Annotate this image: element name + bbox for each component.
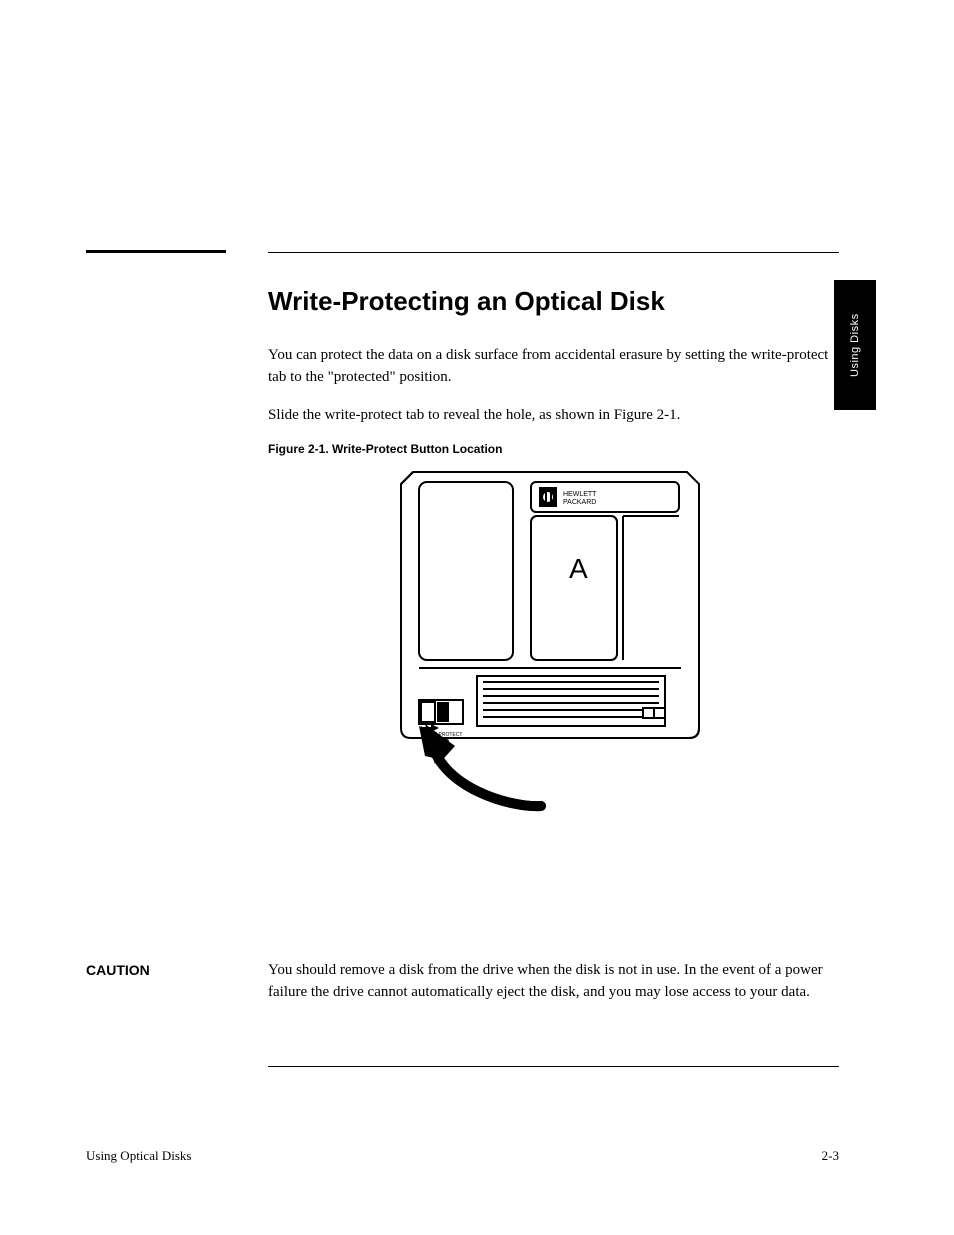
rule-thick [86, 250, 226, 253]
page-footer: Using Optical Disks 2-3 [86, 1148, 839, 1164]
bottom-rule [268, 1066, 839, 1067]
section-rule [86, 250, 839, 253]
side-tab: Using Disks [834, 280, 876, 410]
cartridge-side-letter: A [569, 553, 588, 584]
figure: HEWLETT PACKARD A [268, 468, 832, 813]
caution-label: CAUTION [86, 960, 226, 1004]
rule-thin [268, 252, 839, 253]
figure-caption: Figure 2-1. Write-Protect Button Locatio… [268, 442, 832, 456]
paragraph-2: Slide the write-protect tab to reveal th… [268, 405, 832, 427]
footer-left: Using Optical Disks [86, 1148, 191, 1164]
caution-text: You should remove a disk from the drive … [268, 960, 839, 1004]
brand-text: HEWLETT [563, 491, 597, 498]
footer-right: 2-3 [822, 1148, 839, 1164]
paragraph-1: You can protect the data on a disk surfa… [268, 345, 832, 389]
cartridge-illustration: HEWLETT PACKARD A [391, 468, 709, 813]
section-heading: Write-Protecting an Optical Disk [268, 286, 832, 317]
brand-text-2: PACKARD [563, 499, 596, 506]
